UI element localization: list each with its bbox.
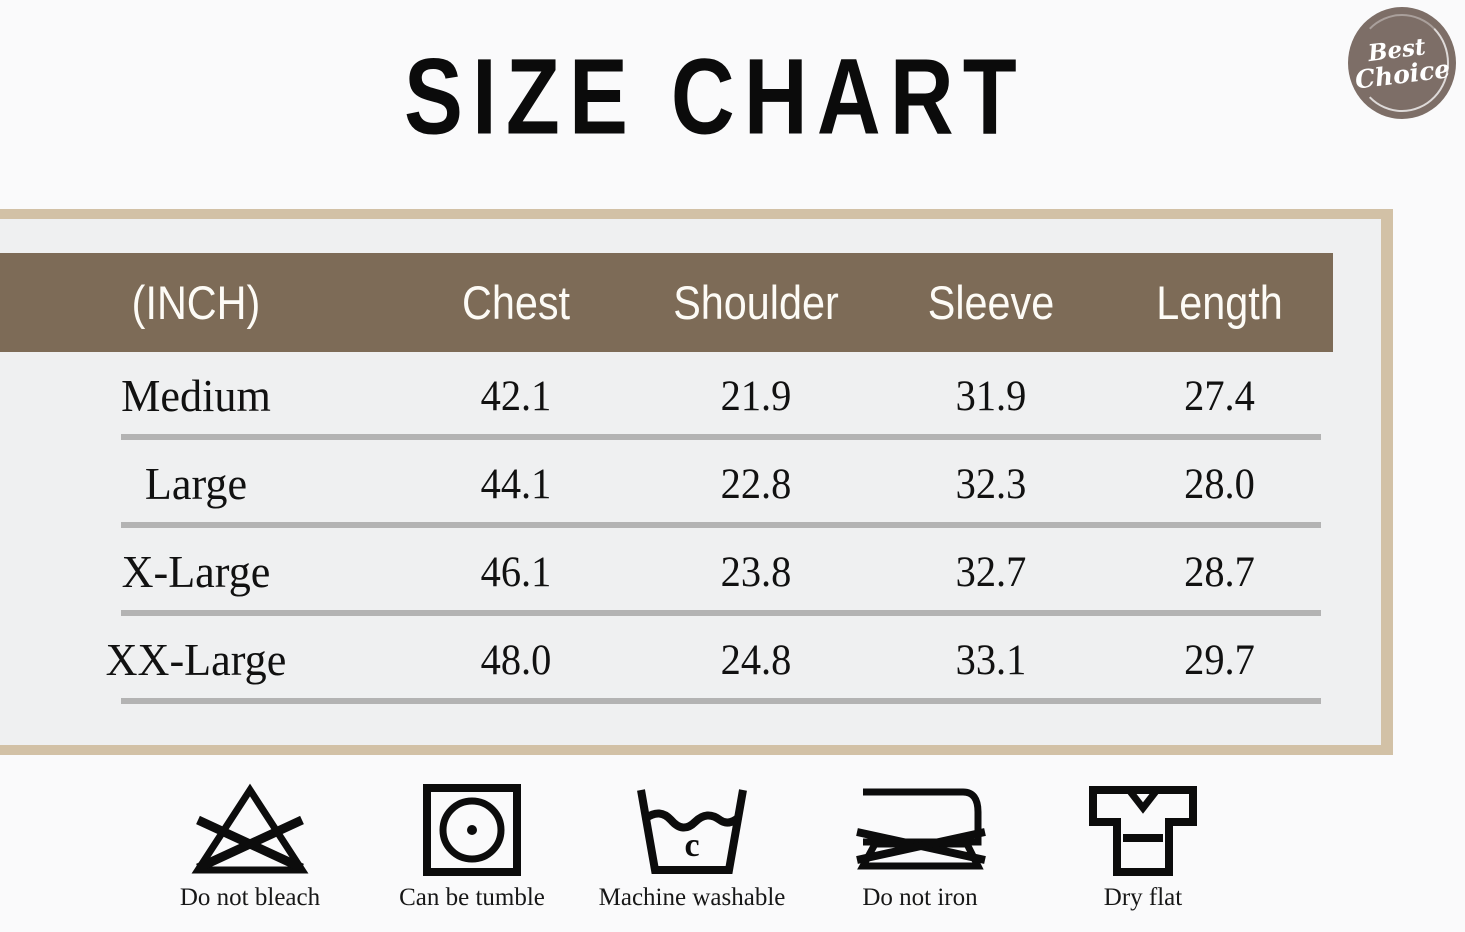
cell-length: 27.4 bbox=[1184, 372, 1255, 420]
row-divider bbox=[121, 610, 1321, 616]
care-item-dry-flat: Dry flat bbox=[1028, 778, 1258, 912]
row-divider bbox=[121, 698, 1321, 704]
cell-length: 28.0 bbox=[1184, 460, 1255, 508]
panel-inner: (INCH) Chest Shoulder Sleeve Length Medi… bbox=[0, 219, 1381, 745]
size-chart-panel: (INCH) Chest Shoulder Sleeve Length Medi… bbox=[0, 209, 1393, 755]
cell-chest: 48.0 bbox=[480, 636, 552, 684]
tumble-dry-icon bbox=[417, 778, 527, 882]
cell-size: XX-Large bbox=[105, 634, 287, 685]
column-header-shoulder: Shoulder bbox=[673, 276, 839, 329]
row-divider bbox=[121, 522, 1321, 528]
care-label: Can be tumble bbox=[399, 884, 545, 911]
care-label: Dry flat bbox=[1103, 884, 1183, 911]
care-item-machine-washable: c Machine washable bbox=[577, 778, 807, 912]
cell-shoulder: 23.8 bbox=[720, 548, 792, 596]
table-body: Medium 42.1 21.9 31.9 27.4 Large 44.1 22… bbox=[0, 352, 1333, 704]
cell-sleeve: 33.1 bbox=[955, 636, 1027, 684]
care-label: Do not iron bbox=[862, 884, 978, 911]
cell-chest: 46.1 bbox=[480, 548, 552, 596]
cell-size: Medium bbox=[121, 370, 271, 421]
table-header-row: (INCH) Chest Shoulder Sleeve Length bbox=[0, 253, 1333, 352]
cell-sleeve: 32.7 bbox=[955, 548, 1027, 596]
column-header-size: (INCH) bbox=[131, 276, 261, 329]
column-header-chest: Chest bbox=[461, 276, 571, 329]
badge-ring bbox=[1355, 14, 1449, 112]
cell-size: X-Large bbox=[121, 546, 271, 597]
table-header-band: (INCH) Chest Shoulder Sleeve Length bbox=[0, 253, 1333, 352]
cell-sleeve: 32.3 bbox=[955, 460, 1027, 508]
do-not-iron-icon bbox=[845, 778, 995, 882]
cell-chest: 42.1 bbox=[480, 372, 552, 420]
care-item-do-not-bleach: Do not bleach bbox=[135, 778, 365, 912]
machine-washable-icon: c bbox=[627, 778, 757, 882]
care-label: Machine washable bbox=[598, 884, 786, 911]
cell-chest: 44.1 bbox=[480, 460, 552, 508]
page-title: SIZE CHART bbox=[404, 37, 1026, 158]
do-not-bleach-icon bbox=[180, 778, 320, 882]
care-instructions: Do not bleach Can be tumble c Machine wa… bbox=[0, 778, 1465, 932]
row-divider bbox=[121, 434, 1321, 440]
cell-length: 29.7 bbox=[1184, 636, 1255, 684]
cell-sleeve: 31.9 bbox=[955, 372, 1027, 420]
table-row: XX-Large 48.0 24.8 33.1 29.7 bbox=[0, 616, 1333, 704]
cell-shoulder: 22.8 bbox=[720, 460, 792, 508]
dry-flat-icon bbox=[1083, 778, 1203, 882]
best-choice-badge: Best Choice bbox=[1348, 7, 1456, 119]
care-item-do-not-iron: Do not iron bbox=[805, 778, 1035, 912]
column-header-length: Length bbox=[1156, 276, 1283, 329]
cell-size: Large bbox=[144, 458, 248, 509]
badge-text: Best Choice bbox=[1348, 7, 1456, 119]
table-row: Medium 42.1 21.9 31.9 27.4 bbox=[0, 352, 1333, 440]
column-header-sleeve: Sleeve bbox=[927, 276, 1055, 329]
title-bar: SIZE CHART bbox=[0, 0, 1465, 200]
size-chart-table: (INCH) Chest Shoulder Sleeve Length Medi… bbox=[0, 219, 1381, 745]
cell-shoulder: 24.8 bbox=[720, 636, 792, 684]
table-row: X-Large 46.1 23.8 32.7 28.7 bbox=[0, 528, 1333, 616]
table-row: Large 44.1 22.8 32.3 28.0 bbox=[0, 440, 1333, 528]
care-label: Do not bleach bbox=[179, 884, 321, 911]
cell-shoulder: 21.9 bbox=[720, 372, 792, 420]
cell-length: 28.7 bbox=[1184, 548, 1255, 596]
care-item-tumble-dry: Can be tumble bbox=[357, 778, 587, 912]
svg-text:c: c bbox=[684, 827, 699, 864]
